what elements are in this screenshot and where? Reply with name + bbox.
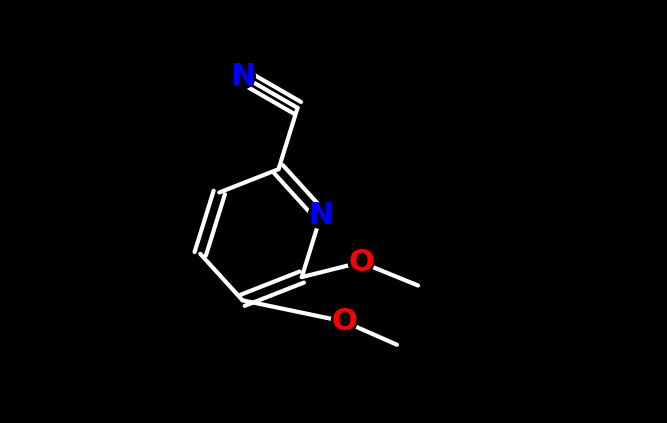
Circle shape <box>348 250 374 275</box>
Circle shape <box>230 63 255 89</box>
Circle shape <box>308 203 334 228</box>
Text: O: O <box>331 307 357 336</box>
Text: O: O <box>348 248 374 277</box>
Circle shape <box>331 309 357 334</box>
Text: N: N <box>230 62 255 91</box>
Text: N: N <box>308 201 334 230</box>
